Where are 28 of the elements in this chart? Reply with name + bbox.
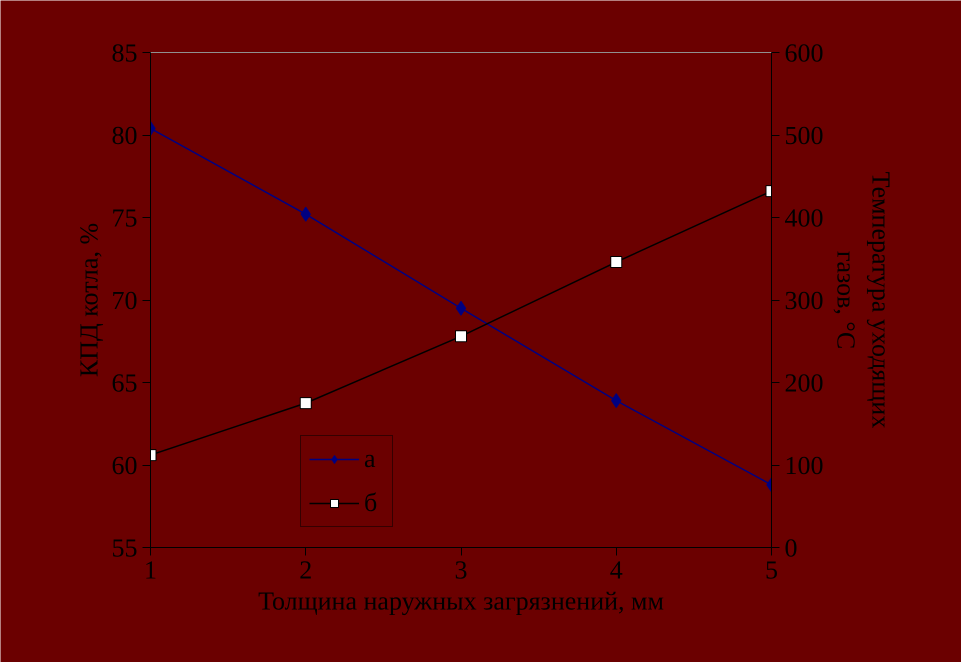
y-tick-label: 60 bbox=[112, 451, 138, 480]
y2-tick-label: 0 bbox=[784, 534, 798, 562]
y2-tick-label: 100 bbox=[784, 451, 824, 480]
x-axis-title: Толщина наружных загрязнений, мм bbox=[258, 586, 664, 616]
point bbox=[456, 300, 466, 316]
y-axis-title: КПД котла, % bbox=[74, 222, 104, 378]
y-tick-label: 75 bbox=[112, 204, 138, 232]
y2-tick-label: 400 bbox=[784, 204, 824, 232]
y-tick-label: 65 bbox=[112, 368, 138, 398]
y-tick-label: 85 bbox=[112, 38, 138, 68]
x-tick-label: 2 bbox=[299, 556, 312, 584]
legend-label: а bbox=[364, 444, 377, 474]
y2-tick-label: 600 bbox=[784, 38, 824, 68]
y2-tick-label: 200 bbox=[784, 368, 824, 398]
y-tick-label: 80 bbox=[112, 121, 138, 150]
y2-axis-title: Температура уходящих газов, °C bbox=[832, 172, 896, 428]
y2-tick-label: 300 bbox=[784, 286, 824, 315]
point bbox=[300, 397, 312, 410]
x-tick-label: 4 bbox=[610, 556, 623, 584]
y2-tick-label: 500 bbox=[784, 121, 824, 150]
point bbox=[610, 256, 622, 268]
x-tick-label: 3 bbox=[454, 556, 468, 584]
legend-label: б bbox=[364, 488, 378, 518]
y-tick-label: 55 bbox=[112, 534, 138, 562]
x-tick-label: 1 bbox=[144, 556, 157, 584]
x-tick-label: 5 bbox=[765, 556, 778, 584]
y-tick-label: 70 bbox=[112, 286, 138, 315]
point bbox=[455, 330, 467, 342]
